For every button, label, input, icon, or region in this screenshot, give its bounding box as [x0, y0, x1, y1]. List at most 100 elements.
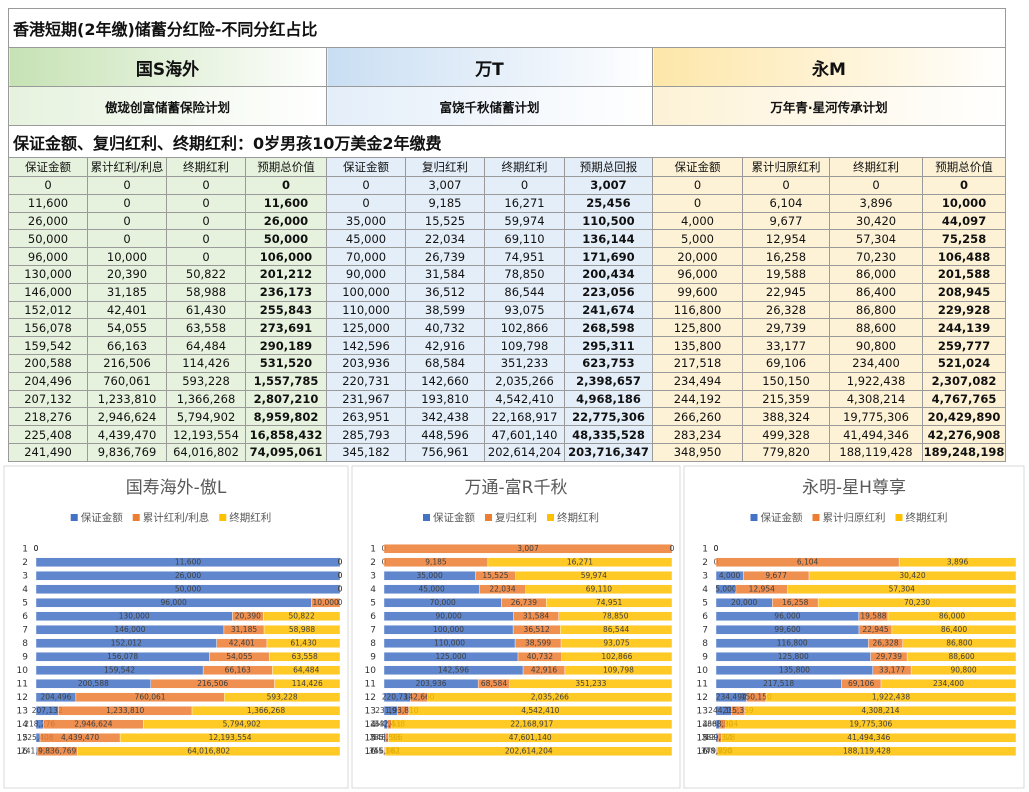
cell: 234,494: [652, 371, 743, 391]
category-label: 1: [370, 544, 376, 554]
data-label: 50,000: [175, 584, 201, 593]
column-header: 累计红利/利息: [87, 157, 167, 177]
data-label: 0: [34, 544, 39, 553]
data-label: 448,596: [372, 733, 403, 742]
bar-segment: [721, 733, 1017, 743]
cell: 86,800: [829, 300, 923, 320]
cell: 110,000: [326, 300, 406, 320]
category-label: 8: [370, 639, 376, 649]
cell: 9,677: [742, 211, 830, 231]
cell: 448,596: [405, 425, 485, 444]
cell: 6,104: [742, 193, 830, 213]
company-row: 国S海外 万T 永M: [8, 47, 1007, 87]
cell: 22,034: [405, 229, 485, 249]
cell: 8,959,802: [245, 407, 327, 427]
bar-segment: [717, 746, 1017, 756]
legend: 保证金额 累计红利/利息 终期红利: [70, 511, 271, 524]
category-label: 10: [365, 666, 377, 676]
data-label: 283,234: [701, 733, 732, 742]
cell: 0: [326, 193, 406, 213]
data-row: 130,000 20,390 50,822 201,212 90,000 31,584 78…: [8, 264, 1007, 284]
cell: 86,000: [829, 264, 923, 284]
column-header: 保证金额: [8, 157, 88, 177]
data-label: 64,016,802: [187, 746, 230, 755]
table-subtitle: 保证金额、复归红利、终期红利：0岁男孩10万美金2年缴费: [7, 125, 1007, 158]
data-label: 116,800: [777, 638, 808, 647]
legend: 保证金额 累计归原红利 终期红利: [750, 511, 948, 524]
cell: 202,614,204: [484, 442, 565, 462]
cell: 142,660: [405, 371, 485, 391]
cell: 11,600: [245, 193, 327, 213]
cell: 86,400: [829, 282, 923, 302]
category-label: 9: [702, 652, 708, 662]
bar-segment: [509, 679, 673, 689]
category-label: 15: [697, 733, 708, 743]
data-label: 0: [670, 544, 675, 553]
data-row: 225,408 4,439,470 12,193,554 16,858,432 285,…: [8, 425, 1007, 444]
category-label: 6: [702, 612, 708, 622]
bar-segment: [385, 746, 673, 756]
category-label: 3: [370, 571, 376, 581]
cell: 1,922,438: [829, 371, 923, 391]
cell: 204,496: [8, 371, 88, 391]
cell: 4,542,410: [484, 389, 565, 409]
category-label: 7: [22, 625, 28, 635]
cell: 9,836,769: [87, 442, 167, 462]
title-row: 香港短期(2年缴)储蓄分红险-不同分红占比: [7, 8, 1007, 48]
cell: 4,767,765: [921, 389, 1007, 409]
data-label: 203,936: [416, 679, 447, 688]
category-label: 13: [365, 706, 376, 716]
plan-name: 富饶千秋储蓄计划: [326, 86, 653, 126]
bar-segment: [902, 638, 1017, 648]
cell: 4,439,470: [87, 425, 167, 444]
cell: 2,035,266: [484, 371, 565, 391]
cell: 345,182: [326, 442, 406, 462]
data-label: 263,951: [370, 719, 401, 728]
cell: 90,800: [829, 336, 923, 355]
data-label: 2,946,624: [74, 719, 112, 728]
cell: 0: [8, 176, 88, 195]
data-label: 54,055: [226, 652, 252, 661]
cell: 2,946,624: [87, 407, 167, 427]
category-label: 16: [365, 747, 377, 757]
data-label: 9,677: [765, 571, 787, 580]
column-header: 预期总回报: [564, 157, 653, 177]
bar-segment: [274, 679, 341, 689]
data-label: 193,810: [388, 706, 419, 715]
cell: 66,163: [87, 336, 167, 355]
category-label: 12: [697, 693, 708, 703]
column-header: 终期红利: [166, 157, 246, 177]
company-name: 国S海外: [8, 47, 327, 87]
category-label: 8: [702, 639, 708, 649]
data-label: 142,660: [404, 692, 435, 701]
data-label: 342,438: [374, 719, 405, 728]
cell: 593,228: [166, 371, 246, 391]
cell: 142,596: [326, 336, 406, 355]
cell: 26,739: [405, 247, 485, 266]
data-row: 218,276 2,946,624 5,794,902 8,959,802 263,95…: [8, 407, 1007, 427]
cell: 0: [166, 211, 246, 231]
cell: 152,012: [8, 300, 88, 320]
cell: 116,800: [652, 300, 743, 320]
cell: 114,426: [166, 353, 246, 373]
cell: 35,000: [326, 211, 406, 231]
data-label: 68,584: [481, 679, 507, 688]
cell: 0: [245, 176, 327, 195]
data-label: 19,775,306: [849, 719, 892, 728]
cell: 2,807,210: [245, 389, 327, 409]
bar-segment: [35, 571, 341, 581]
data-label: 66,163: [225, 665, 251, 674]
cell: 3,007: [564, 176, 653, 195]
category-label: 5: [22, 598, 28, 608]
category-label: 15: [365, 733, 376, 743]
cell: 203,716,347: [564, 442, 653, 462]
bar-segment: [787, 584, 1017, 594]
data-row: 50,000 0 0 50,000 45,000 22,034 69,110 136,144 5…: [8, 229, 1007, 249]
bar-segment: [817, 598, 1017, 608]
cell: 259,777: [921, 336, 1007, 355]
data-label: 241,490: [21, 746, 52, 755]
data-label: 0: [714, 544, 719, 553]
legend-swatch: [70, 514, 78, 521]
data-row: 207,132 1,233,810 1,366,268 2,807,210 231,96…: [8, 389, 1007, 409]
cell: 241,490: [8, 442, 88, 462]
